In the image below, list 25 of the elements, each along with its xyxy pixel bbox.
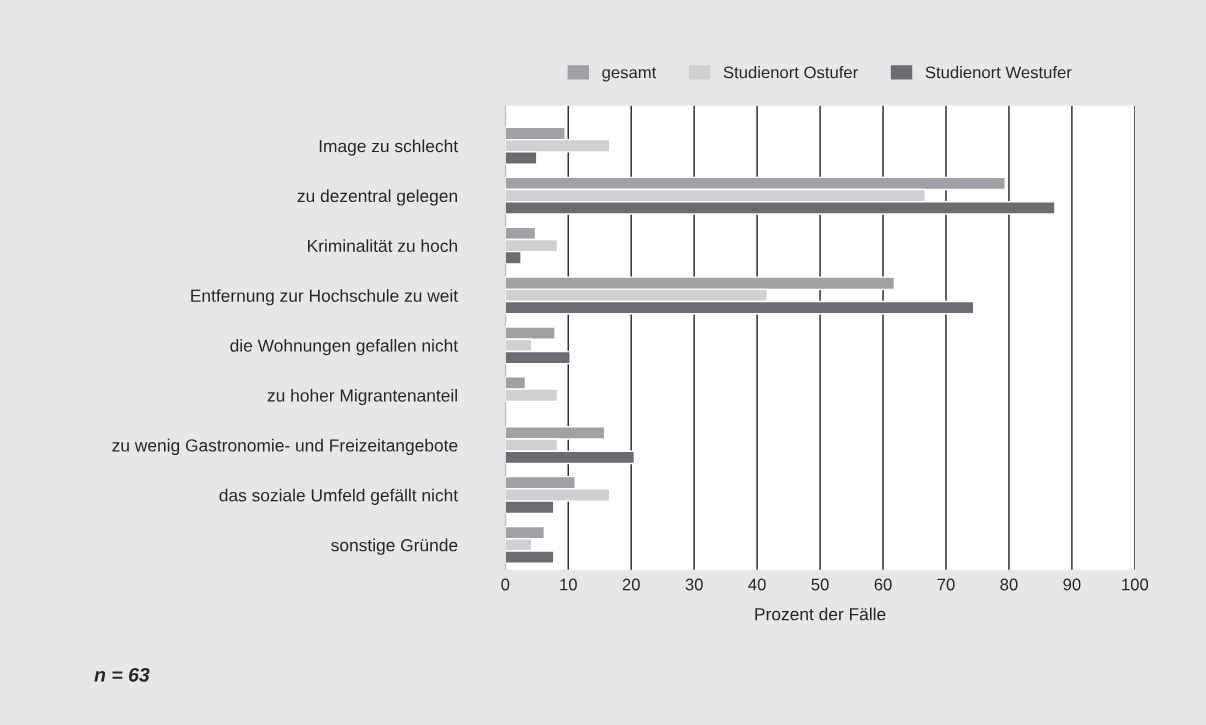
x-tick-label: 10 [560,578,577,591]
legend-label: gesamt [602,67,657,82]
x-tick-label: 50 [811,578,829,591]
legend-label: Studienort Ostufer [723,66,858,79]
y-tick-label: das soziale Umfeld gefällt nicht [219,488,458,505]
x-tick-label: 60 [874,578,892,591]
text: n = 63 [94,667,150,682]
x-tick-label: 80 [1000,578,1018,591]
y-tick-label: die Wohnungen gefallen nicht [230,339,458,356]
y-tick-label: Kriminalität zu hoch [308,239,457,253]
x-tick-label: 90 [1063,578,1081,591]
y-tick-label: zu dezentral gelegen [297,189,457,206]
y-tick-label: zu wenig Gastronomie- und Freizeitangebote [112,438,458,456]
legend-label: Studienort Westufer [925,66,1072,79]
x-axis-title: Prozent der Fälle [755,607,886,621]
x-tick-label: 100 [1122,578,1149,591]
x-tick-label: 30 [685,578,703,591]
y-tick-label: sonstige Gründe [331,538,458,555]
x-tick-label: 40 [748,578,766,591]
x-tick-label: 20 [622,578,640,591]
y-tick-label: zu hoher Migrantenanteil [267,388,457,406]
x-tick-label: 70 [937,578,955,591]
x-tick-label: 0 [501,578,510,591]
y-tick-label: Entfernung zur Hochschule zu weit [191,289,458,306]
y-tick-label: Image zu schlecht [319,139,458,156]
